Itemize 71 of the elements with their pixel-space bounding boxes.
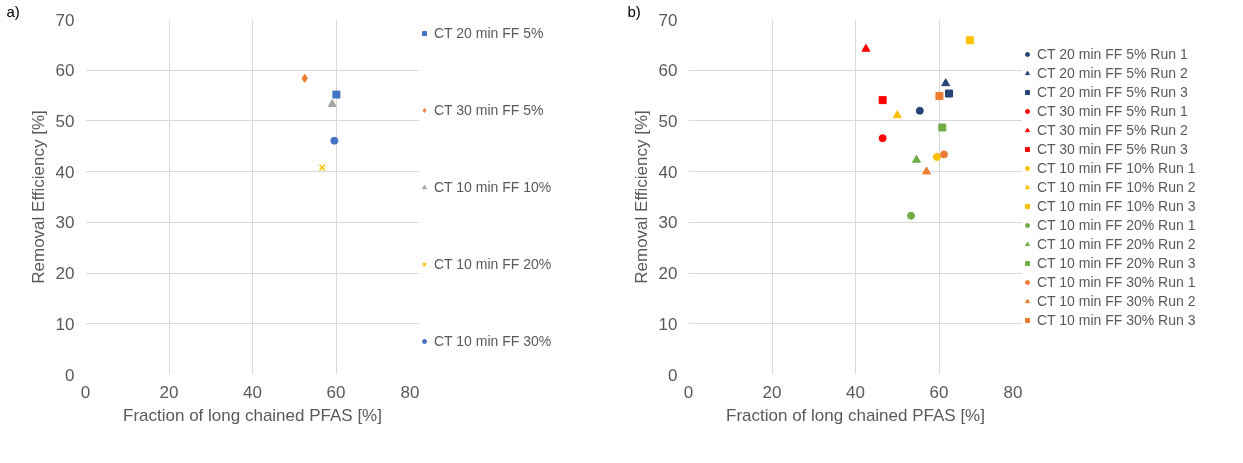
x-axis-title: Fraction of long chained PFAS [%] <box>123 405 382 425</box>
point <box>921 166 931 175</box>
legend-label: CT 30 min FF 5% Run 3 <box>1037 141 1188 157</box>
legend-label: CT 10 min FF 20% Run 2 <box>1037 236 1196 252</box>
legend-label: CT 10 min FF 30% Run 3 <box>1037 312 1196 328</box>
point <box>327 99 337 107</box>
point <box>911 154 921 163</box>
x-tick-label: 80 <box>400 382 420 402</box>
y-tick-label: 10 <box>658 314 678 334</box>
text: b) <box>627 2 641 20</box>
legend-label: CT 10 min FF 10% <box>434 179 552 195</box>
y-tick-label: 70 <box>658 10 678 30</box>
y-tick-label: 20 <box>658 264 678 284</box>
legend-label: CT 10 min FF 30% Run 2 <box>1037 293 1196 309</box>
text: a) <box>6 2 20 20</box>
x-tick-label: 60 <box>929 382 949 402</box>
x-tick-label: 20 <box>762 382 782 402</box>
y-tick-label: 20 <box>55 264 75 284</box>
x-tick-label: 0 <box>683 382 694 402</box>
point <box>330 136 339 145</box>
y-tick-label: 70 <box>55 10 75 30</box>
legend-label: CT 20 min FF 5% <box>434 25 544 41</box>
y-tick-label: 50 <box>658 111 678 131</box>
point <box>878 96 887 105</box>
y-tick-label: 30 <box>658 213 678 233</box>
y-tick-label: 40 <box>658 162 678 182</box>
legend-label: CT 30 min FF 5% <box>434 102 544 118</box>
y-tick-label: 60 <box>55 61 75 81</box>
legend-label: CT 20 min FF 5% Run 2 <box>1037 65 1188 81</box>
legend-label: CT 10 min FF 10% Run 3 <box>1037 198 1196 214</box>
x-axis-title: Fraction of long chained PFAS [%] <box>726 405 985 425</box>
y-axis-title: Removal Efficiency [%] <box>631 110 651 284</box>
point <box>935 92 944 101</box>
legend-label: CT 30 min FF 5% Run 1 <box>1037 103 1188 119</box>
x-tick-label: 40 <box>846 382 865 402</box>
y-tick-label: 10 <box>55 314 75 334</box>
point <box>301 73 308 83</box>
point <box>861 43 871 52</box>
point <box>892 110 902 119</box>
point <box>915 106 924 115</box>
legend-label: CT 10 min FF 10% Run 1 <box>1037 160 1196 176</box>
x-tick-label: 20 <box>159 382 179 402</box>
point <box>965 36 974 45</box>
legend-label: CT 20 min FF 5% Run 1 <box>1037 46 1188 62</box>
y-tick-label: 60 <box>658 61 678 81</box>
legend-label: CT 10 min FF 10% Run 2 <box>1037 179 1196 195</box>
point <box>938 123 947 132</box>
legend-label: CT 10 min FF 20% Run 1 <box>1037 217 1196 233</box>
x-tick-label: 0 <box>80 382 91 402</box>
point <box>907 211 916 220</box>
x-tick-label: 80 <box>1003 382 1023 402</box>
y-tick-label: 40 <box>55 162 75 182</box>
point <box>940 150 949 159</box>
point <box>941 78 951 87</box>
point <box>932 152 941 161</box>
legend-label: CT 10 min FF 20% Run 3 <box>1037 255 1196 271</box>
y-tick-label: 0 <box>65 365 75 385</box>
y-axis-title: Removal Efficiency [%] <box>28 110 48 284</box>
point <box>945 89 954 98</box>
point <box>332 90 341 99</box>
y-tick-label: 50 <box>55 111 75 131</box>
legend-label: CT 20 min FF 5% Run 3 <box>1037 84 1188 100</box>
x-tick-label: 60 <box>326 382 346 402</box>
legend-label: CT 10 min FF 30% <box>434 333 552 349</box>
y-tick-label: 0 <box>668 365 678 385</box>
x-tick-label: 40 <box>243 382 262 402</box>
legend-label: CT 30 min FF 5% Run 2 <box>1037 122 1188 138</box>
y-tick-label: 30 <box>55 213 75 233</box>
point <box>878 134 887 143</box>
legend-label: CT 10 min FF 20% <box>434 256 552 272</box>
legend-label: CT 10 min FF 30% Run 1 <box>1037 274 1196 290</box>
